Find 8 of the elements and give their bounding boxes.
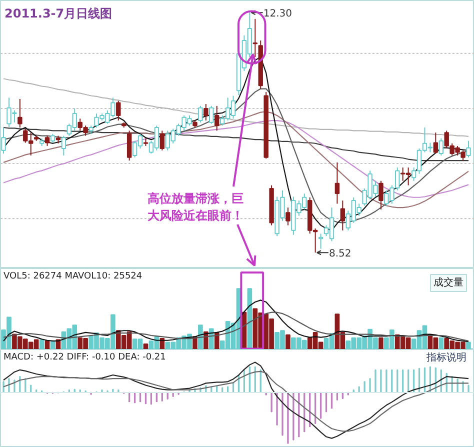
annotation: 高位放量滞涨，巨大风险近在眼前！ [148, 192, 244, 222]
annotation: 指标说明 [426, 352, 466, 364]
annotation: 8.52 [328, 248, 352, 260]
text: 成交量 [434, 276, 464, 288]
annotation: 12.30 [263, 8, 292, 20]
annotation: MACD: +0.22 DIFF: -0.10 DEA: -0.21 [4, 352, 166, 362]
text: 2011.3-7月日线图 [4, 6, 112, 20]
text: VOL5: 26274 MAVOL10: 25524 [4, 272, 142, 282]
